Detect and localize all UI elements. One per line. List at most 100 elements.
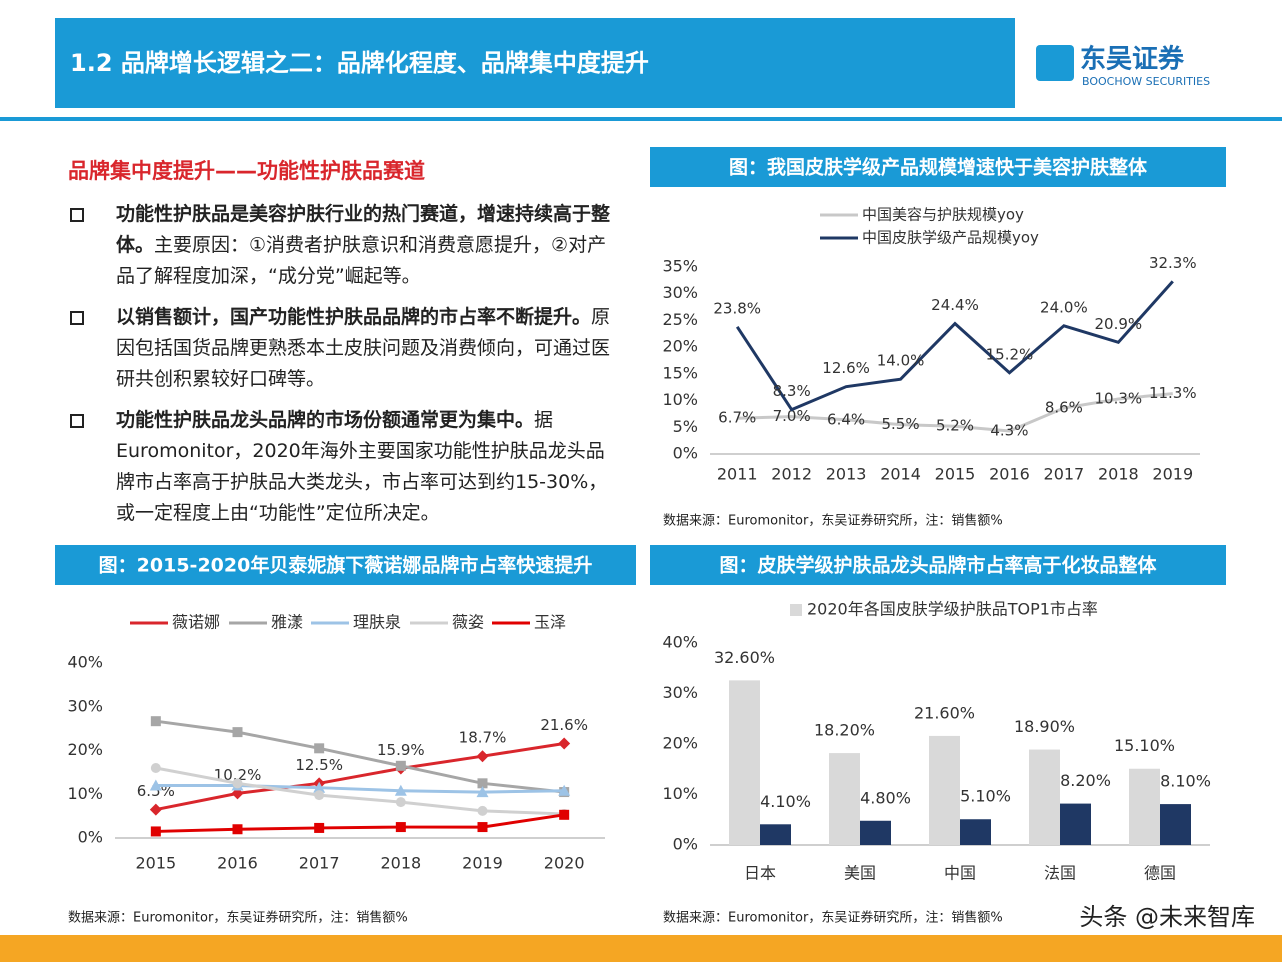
value-label: 12.5% bbox=[295, 756, 343, 774]
x-tick-label: 2017 bbox=[299, 854, 340, 873]
bullet-normal: 据Euromonitor，2020年海外主要国家功能性护肤品龙头品牌市占率高于护… bbox=[116, 409, 608, 524]
value-label: 12.6% bbox=[822, 359, 870, 377]
value-label: 5.2% bbox=[936, 417, 974, 435]
legend-label: 中国皮肤学级产品规模yoy bbox=[862, 229, 1039, 247]
value-label: 32.60% bbox=[714, 648, 775, 667]
value-label: 23.8% bbox=[713, 299, 761, 317]
heading: 品牌集中度提升——功能性护肤品赛道 bbox=[68, 159, 425, 183]
header-bar bbox=[55, 18, 1015, 108]
legend-label: 玉泽 bbox=[534, 613, 566, 632]
logo: 东吴证券 bbox=[1080, 44, 1185, 75]
y-tick-label: 35% bbox=[662, 257, 698, 276]
x-tick-label: 2018 bbox=[380, 854, 421, 873]
source: 数据来源：Euromonitor，东吴证券研究所，注：销售额% bbox=[663, 513, 1003, 529]
text-block: 品牌集中度提升——功能性护肤品赛道 功能性护肤品是美容护肤行业的热门赛道，增速持… bbox=[68, 155, 613, 539]
y-tick-label: 10% bbox=[67, 784, 103, 803]
x-tick-label: 2019 bbox=[1152, 465, 1193, 484]
value-label: 5.10% bbox=[960, 787, 1011, 806]
series-line bbox=[155, 719, 565, 794]
x-tick-label: 2018 bbox=[1098, 465, 1139, 484]
chart-title: 图：我国皮肤学级产品规模增速快于美容护肤整体 bbox=[729, 156, 1148, 179]
marker bbox=[476, 786, 489, 798]
marker bbox=[150, 826, 161, 837]
bar bbox=[829, 753, 860, 845]
bullet-normal: 原因包括国货品牌更熟悉本土皮肤问题及消费倾向，可通过医研共创积累较好口碑等。 bbox=[116, 306, 611, 390]
y-tick-label: 10% bbox=[662, 784, 698, 803]
legend-label: 雅漾 bbox=[271, 613, 303, 632]
x-tick-label: 中国 bbox=[944, 864, 976, 883]
marker bbox=[394, 784, 407, 796]
x-tick-label: 2015 bbox=[935, 465, 976, 484]
marker bbox=[477, 822, 488, 833]
marker bbox=[395, 760, 406, 771]
y-tick-label: 20% bbox=[662, 337, 698, 356]
header-rule bbox=[0, 117, 1282, 121]
value-label: 14.0% bbox=[877, 352, 925, 370]
chart-title-bar bbox=[650, 545, 1226, 585]
bar bbox=[860, 820, 891, 845]
value-label: 7.0% bbox=[773, 407, 811, 425]
bar bbox=[960, 819, 991, 845]
bar bbox=[929, 735, 960, 845]
bar bbox=[729, 680, 760, 845]
x-tick-label: 2013 bbox=[826, 465, 867, 484]
marker bbox=[149, 779, 162, 791]
marker bbox=[558, 784, 571, 796]
x-tick-label: 日本 bbox=[744, 864, 776, 883]
y-tick-label: 15% bbox=[662, 363, 698, 382]
value-label: 32.3% bbox=[1149, 254, 1197, 272]
legend-label: 薇姿 bbox=[452, 613, 484, 632]
x-tick-label: 法国 bbox=[1044, 864, 1076, 883]
marker bbox=[395, 797, 406, 808]
x-tick-label: 2019 bbox=[462, 854, 503, 873]
marker bbox=[477, 778, 488, 789]
marker bbox=[232, 824, 243, 835]
legend-label: 薇诺娜 bbox=[172, 613, 220, 632]
series-line bbox=[155, 784, 565, 794]
chart-title: 图：皮肤学级护肤品龙头品牌市占率高于化妆品整体 bbox=[719, 554, 1157, 577]
chart-title-bar bbox=[55, 545, 636, 585]
x-tick-label: 2016 bbox=[217, 854, 258, 873]
series-line bbox=[737, 392, 1173, 433]
x-tick-label: 德国 bbox=[1144, 864, 1176, 883]
value-label: 24.4% bbox=[931, 296, 979, 314]
chart-title: 图：2015-2020年贝泰妮旗下薇诺娜品牌市占率快速提升 bbox=[99, 554, 593, 577]
legend-swatch bbox=[790, 604, 802, 616]
legend-label: 中国美容与护肤规模yoy bbox=[862, 206, 1024, 224]
legend-label: 2020年各国皮肤学级护肤品TOP1市占率 bbox=[807, 600, 1098, 619]
bullet-bold: 功能性护肤品龙头品牌的市场份额通常更为集中。 bbox=[116, 409, 535, 431]
source: 数据来源：Euromonitor，东吴证券研究所，注：销售额% bbox=[68, 910, 408, 926]
x-tick-label: 美国 bbox=[844, 864, 876, 883]
marker bbox=[149, 803, 162, 816]
bullet-bold: 功能性护肤品是美容护肤行业的热门赛道，增速持续高于整体。 bbox=[116, 203, 611, 256]
series-line bbox=[155, 742, 565, 812]
x-tick-label: 2020 bbox=[544, 854, 585, 873]
marker bbox=[232, 727, 243, 738]
value-label: 10.3% bbox=[1095, 389, 1143, 407]
x-tick-label: 2017 bbox=[1044, 465, 1085, 484]
series-line bbox=[155, 813, 565, 833]
value-label: 5.5% bbox=[882, 415, 920, 433]
bar bbox=[1029, 749, 1060, 845]
y-tick-label: 10% bbox=[662, 390, 698, 409]
marker bbox=[314, 790, 325, 801]
bar bbox=[760, 824, 791, 845]
chart-title-bar bbox=[650, 147, 1226, 187]
value-label: 15.9% bbox=[377, 741, 425, 759]
value-label: 8.10% bbox=[1160, 772, 1211, 791]
footer-bar bbox=[0, 935, 1282, 962]
y-tick-label: 30% bbox=[67, 696, 103, 715]
marker bbox=[232, 778, 243, 789]
bullet: 以销售额计，国产功能性护肤品品牌的市占率不断提升。原因包括国货品牌更熟悉本土皮肤… bbox=[68, 302, 613, 395]
bullet: 功能性护肤品龙头品牌的市场份额通常更为集中。据Euromonitor，2020年… bbox=[68, 405, 613, 529]
source: 数据来源：Euromonitor，东吴证券研究所，注：销售额% bbox=[663, 910, 1003, 926]
bar bbox=[1160, 804, 1191, 845]
bar bbox=[1129, 768, 1160, 845]
header-title: 1.2 品牌增长逻辑之二：品牌化程度、品牌集中度提升 bbox=[70, 49, 649, 77]
y-tick-label: 0% bbox=[673, 444, 698, 463]
value-label: 11.3% bbox=[1149, 384, 1197, 402]
value-label: 4.3% bbox=[990, 422, 1028, 440]
marker bbox=[477, 805, 488, 816]
marker bbox=[559, 809, 570, 820]
